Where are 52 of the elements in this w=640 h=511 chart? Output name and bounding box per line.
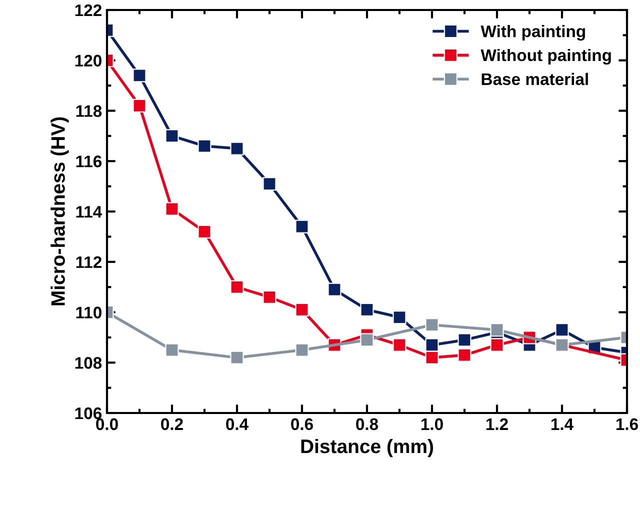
point bbox=[490, 323, 504, 337]
point bbox=[198, 224, 212, 238]
x-tick-label: 0.4 bbox=[226, 418, 248, 430]
point bbox=[555, 323, 569, 337]
point bbox=[425, 318, 439, 332]
point bbox=[165, 343, 179, 357]
point bbox=[295, 343, 309, 357]
y-tick-label: 118 bbox=[76, 105, 102, 117]
x-axis-title: Distance (mm) bbox=[301, 438, 434, 458]
point bbox=[392, 338, 406, 352]
point bbox=[458, 333, 472, 347]
point bbox=[458, 348, 472, 362]
point bbox=[360, 302, 374, 317]
point bbox=[262, 290, 276, 304]
y-tick-label: 106 bbox=[75, 407, 102, 420]
point bbox=[555, 338, 569, 352]
point bbox=[262, 176, 276, 191]
y-tick-label: 112 bbox=[76, 256, 102, 268]
x-tick-label: 1.2 bbox=[486, 418, 508, 430]
x-tick-label: 0.2 bbox=[161, 418, 183, 430]
legend-label: With painting bbox=[480, 25, 585, 41]
point bbox=[230, 350, 244, 364]
point bbox=[490, 338, 504, 352]
y-axis-title: Micro-hardness (HV) bbox=[50, 117, 69, 306]
point bbox=[132, 98, 146, 113]
point bbox=[230, 280, 244, 294]
legend-label: Base material bbox=[482, 72, 588, 86]
point bbox=[425, 338, 439, 352]
y-tick-label: 108 bbox=[75, 357, 102, 369]
y-tick-label: 110 bbox=[76, 306, 102, 318]
point bbox=[198, 139, 212, 153]
y-tick-label: 114 bbox=[76, 206, 102, 218]
x-tick-label: 1.6 bbox=[616, 418, 638, 430]
legend-label: Without painting bbox=[480, 48, 611, 65]
point bbox=[295, 302, 309, 317]
y-tick-label: 122 bbox=[75, 4, 102, 16]
point bbox=[165, 202, 179, 216]
point bbox=[230, 142, 244, 156]
y-tick-label: 120 bbox=[75, 54, 102, 67]
x-tick-label: 1.0 bbox=[421, 418, 443, 430]
point bbox=[425, 350, 439, 364]
point bbox=[165, 129, 179, 143]
x-tick-label: 1.4 bbox=[551, 418, 574, 430]
point bbox=[328, 282, 342, 296]
point bbox=[132, 68, 146, 82]
y-tick-label: 116 bbox=[76, 156, 102, 168]
x-tick-label: 0.0 bbox=[96, 418, 118, 430]
x-tick-label: 0.6 bbox=[291, 418, 313, 430]
x-tick-label: 0.8 bbox=[356, 418, 378, 430]
point bbox=[295, 220, 309, 234]
point bbox=[360, 333, 374, 347]
point bbox=[392, 310, 406, 324]
